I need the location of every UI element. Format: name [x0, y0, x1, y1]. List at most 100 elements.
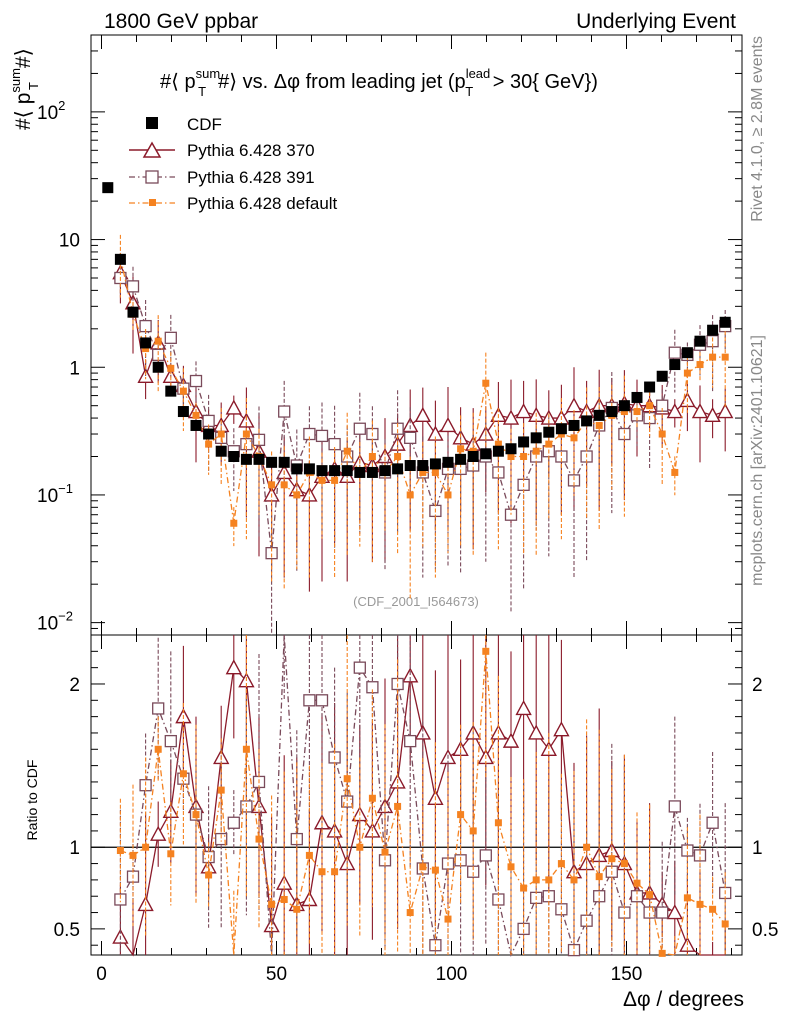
ratio-point	[482, 647, 490, 655]
ratio-point	[290, 832, 303, 846]
main-point	[704, 406, 721, 423]
legend-pdef-label: Pythia 6.428 default	[187, 194, 338, 213]
ratio-point	[215, 832, 228, 846]
cdf-point	[379, 465, 391, 477]
ratio-point	[658, 949, 666, 957]
cdf-series	[102, 182, 731, 478]
ratio-point	[567, 943, 581, 957]
ratio-y-tick-label-right: 0.5	[752, 920, 778, 941]
x-tick-label: 100	[436, 964, 468, 985]
cdf-point	[152, 361, 164, 373]
ratio-point	[154, 745, 162, 753]
cdf-point	[467, 451, 479, 463]
ratio-point	[494, 819, 502, 827]
ratio-point	[721, 920, 729, 928]
main-point	[278, 405, 291, 418]
main-point	[238, 412, 255, 428]
ratio-point	[666, 904, 683, 920]
legend-p370-label: Pythia 6.428 370	[187, 141, 315, 160]
ratio-point	[553, 721, 570, 737]
legend: CDF Pythia 6.428 370 Pythia 6.428 391 Py…	[129, 115, 338, 213]
main-point	[721, 353, 729, 361]
main-point	[225, 399, 242, 415]
cdf-point	[366, 466, 378, 478]
ratio-point	[706, 816, 719, 829]
ratio-point	[406, 909, 414, 917]
cdf-point	[392, 463, 404, 475]
ratio-point	[225, 659, 242, 675]
ratio-point	[303, 694, 316, 707]
ratio-y-tick-label-right: 2	[752, 675, 763, 696]
main-point	[315, 429, 329, 443]
ratio-point	[693, 849, 707, 862]
cdf-point	[228, 451, 240, 463]
main-point	[620, 408, 628, 416]
ratio-point	[116, 847, 124, 855]
cdf-point	[480, 448, 492, 460]
ratio-point	[341, 795, 354, 808]
main-point	[404, 431, 417, 444]
ratio-y-tick-label-right: 1	[752, 838, 763, 859]
ratio-point	[129, 851, 137, 859]
main-point	[318, 476, 326, 484]
analysis-watermark: (CDF_2001_I564673)	[353, 594, 479, 609]
main-point	[179, 387, 187, 395]
header-left: 1800 GeV ppbar	[104, 10, 258, 33]
main-point	[394, 453, 402, 461]
ratio-point	[293, 905, 301, 913]
cdf-point	[518, 436, 530, 448]
main-point	[343, 447, 351, 455]
cdf-point	[190, 419, 202, 431]
ratio-point	[280, 895, 288, 903]
main-point	[252, 433, 266, 447]
ratio-point	[570, 876, 578, 884]
ratio-point	[515, 699, 532, 716]
main-y-tick-label: 1	[69, 358, 80, 379]
rivet-label: Rivet 4.1.0, ≥ 2.8M events	[749, 36, 766, 222]
main-y-tick-label: 10−2	[37, 609, 73, 635]
main-point	[683, 369, 691, 377]
main-point	[696, 361, 704, 369]
main-point	[570, 434, 578, 442]
ratio-series-0	[112, 635, 726, 957]
ratio-point	[331, 868, 339, 876]
ratio-point	[583, 843, 591, 851]
main-point	[230, 519, 238, 527]
main-y-tick-label: 102	[37, 98, 65, 124]
ratio-point	[114, 893, 127, 906]
ratio-y-tick-label-left: 0.5	[54, 920, 80, 941]
ratio-point	[507, 863, 515, 871]
legend-pdef-marker	[149, 199, 156, 206]
ratio-point	[520, 884, 528, 892]
main-point	[353, 422, 366, 435]
main-point	[666, 403, 683, 419]
mcplots-label: mcplots.cern.ch [arXiv:2401.10621]	[749, 335, 766, 586]
main-point	[142, 345, 150, 353]
ratio-point	[343, 775, 351, 783]
cdf-point	[354, 466, 366, 478]
ratio-point	[227, 816, 240, 829]
ratio-point	[502, 732, 520, 748]
cdf-point	[644, 381, 656, 393]
cdf-point	[215, 445, 227, 457]
main-y-tick-label: 10	[59, 231, 80, 252]
x-tick-label: 0	[96, 964, 107, 985]
cdf-point	[543, 426, 555, 438]
ratio-point	[469, 827, 477, 835]
ratio-point	[696, 900, 704, 908]
ratio-point	[633, 879, 641, 887]
ratio-y-tick-label-left: 1	[69, 838, 80, 859]
ratio-point	[164, 734, 177, 748]
ratio-point	[305, 851, 313, 859]
ratio-series-2	[116, 635, 729, 957]
main-point	[280, 481, 288, 489]
ratio-point	[646, 891, 654, 899]
main-point	[502, 409, 520, 425]
ratio-point	[318, 868, 326, 876]
ratio-point	[381, 848, 389, 856]
ratio-point	[167, 850, 175, 858]
ratio-point	[152, 702, 165, 715]
legend-cdf-marker	[146, 117, 158, 129]
cdf-point	[341, 465, 353, 477]
main-series-group	[102, 182, 734, 635]
